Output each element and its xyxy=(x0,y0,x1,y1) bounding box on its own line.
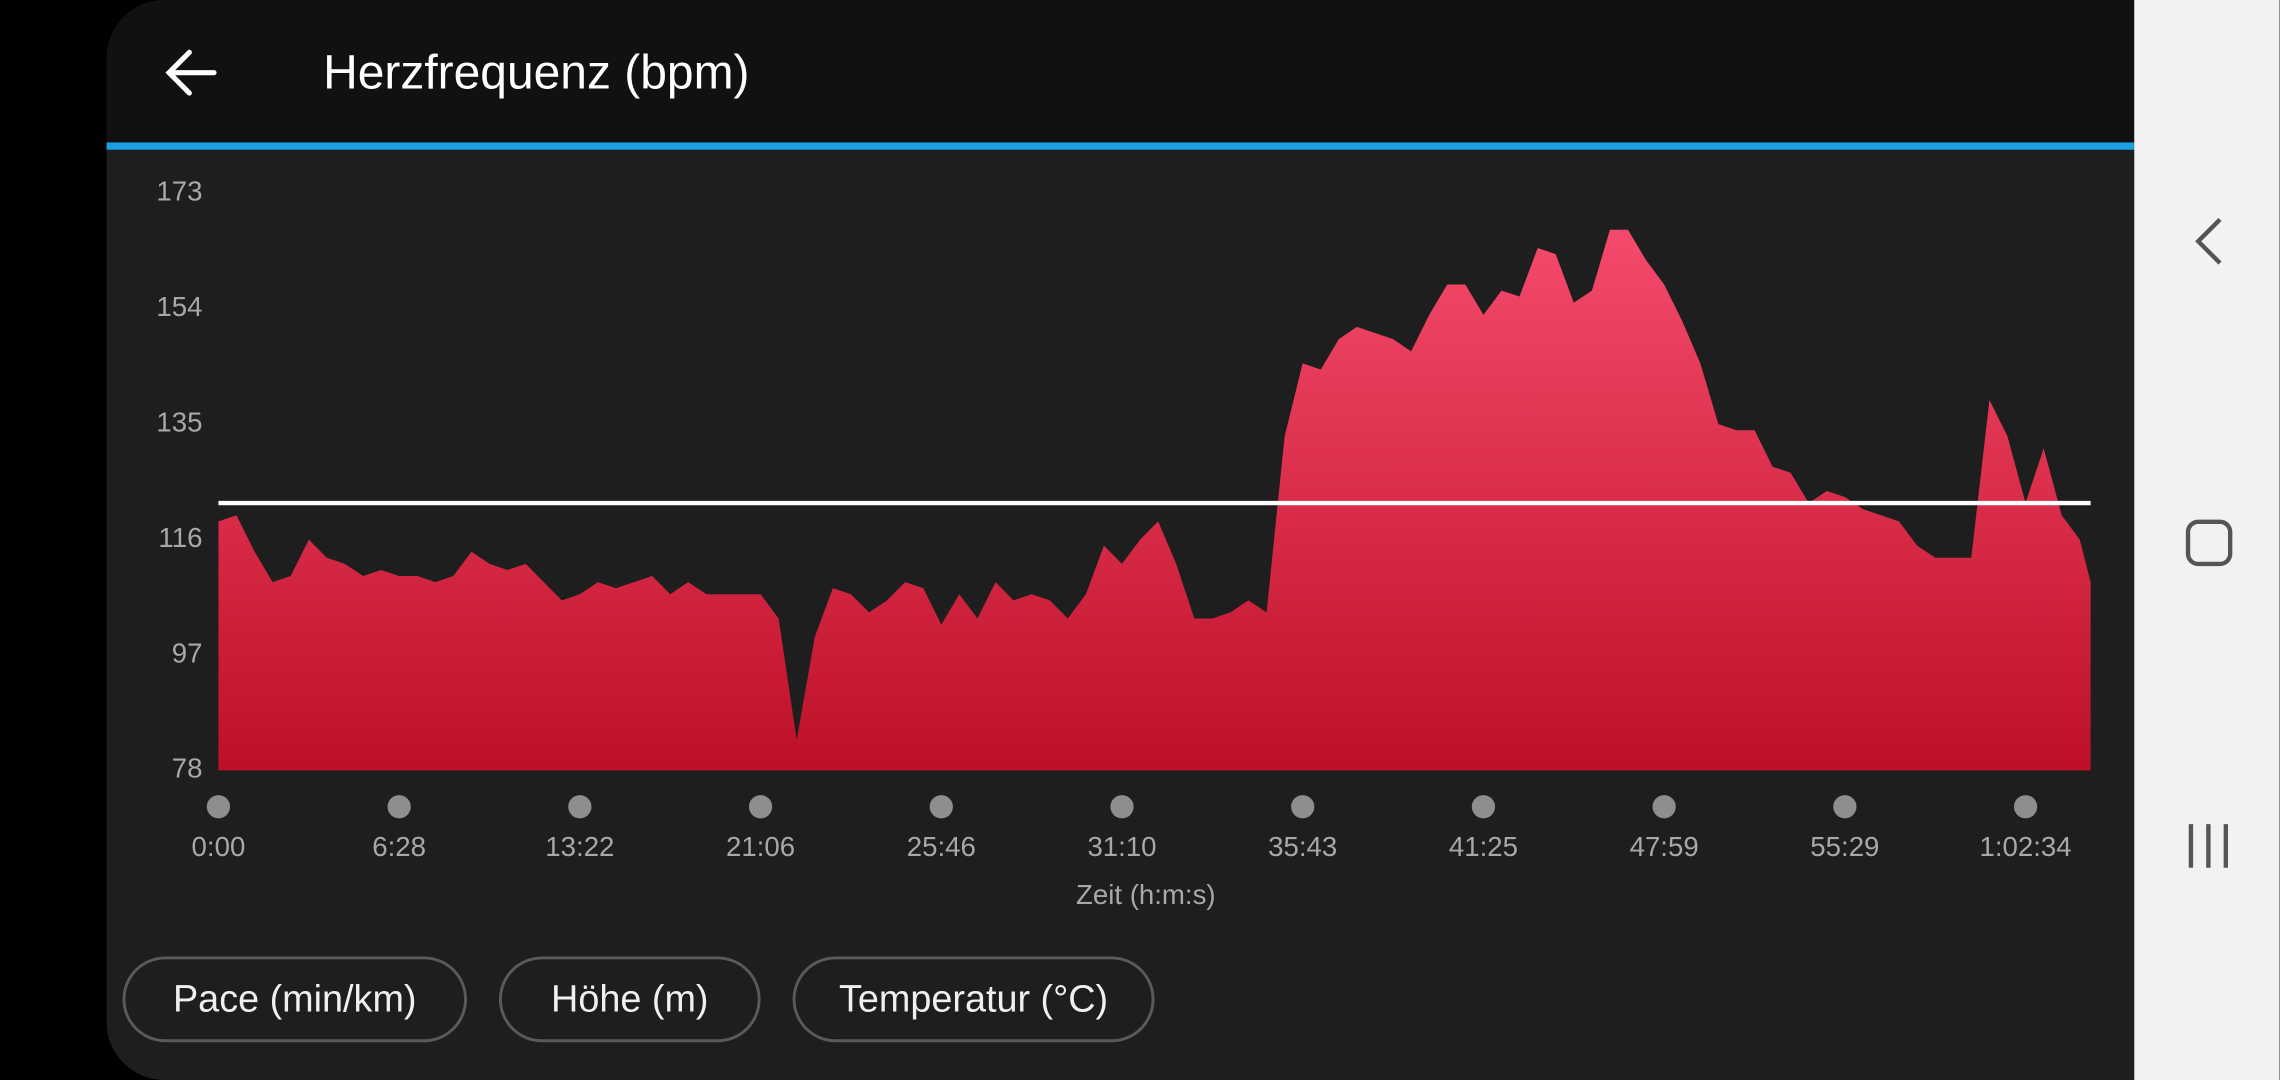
x-axis-title: Zeit (h:m:s) xyxy=(1076,879,1216,910)
x-tick-dot xyxy=(387,795,411,819)
filter-button[interactable] xyxy=(498,956,761,1043)
x-tick-dot xyxy=(748,795,773,819)
back-button[interactable] xyxy=(165,49,217,96)
y-tick-label: 135 xyxy=(156,406,202,437)
page-title: Herzfrequenz (bpm) xyxy=(323,46,749,99)
y-tick-label: 173 xyxy=(156,176,202,207)
x-tick-dot xyxy=(1110,795,1134,819)
x-tick-label: 41:25 xyxy=(1449,831,1518,862)
x-tick-dot xyxy=(2013,795,2038,819)
top-bar xyxy=(106,0,2135,146)
y-tick-label: 97 xyxy=(172,637,203,668)
filter-button-label[interactable]: Temperatur (°C) xyxy=(839,978,1108,1020)
button-row: Pace (min/km) Höhe (m) Temperatur (°C) xyxy=(122,956,1155,1043)
x-tick-dot xyxy=(1833,795,1857,819)
y-tick-label: 116 xyxy=(158,522,202,553)
x-tick-label: 31:10 xyxy=(1087,831,1156,862)
x-tick-dot xyxy=(206,795,231,819)
x-tick-dot xyxy=(568,795,592,819)
x-tick-label: 1:02:34 xyxy=(1980,831,2072,862)
x-tick-label: 55:29 xyxy=(1810,831,1879,862)
filter-button-label[interactable]: Pace (min/km) xyxy=(173,978,417,1020)
filter-button-label[interactable]: Höhe (m) xyxy=(551,978,708,1020)
x-tick-dot xyxy=(1652,795,1676,819)
nav-recents[interactable] xyxy=(2188,824,2228,868)
x-tick-label: 47:59 xyxy=(1630,831,1699,862)
x-tick-dot xyxy=(1471,795,1496,819)
x-tick-label: 35:43 xyxy=(1268,831,1337,862)
x-tick-dot xyxy=(1291,795,1315,819)
nav-home[interactable] xyxy=(2185,519,2233,567)
y-tick-label: 154 xyxy=(156,291,202,322)
filter-button[interactable] xyxy=(792,956,1155,1043)
nav-bar xyxy=(2134,0,2280,1080)
x-tick-dot xyxy=(929,795,953,819)
x-tick-label: 0:00 xyxy=(192,831,246,862)
x-tick-label: 21:06 xyxy=(726,831,795,862)
filter-button[interactable] xyxy=(122,956,467,1043)
nav-back[interactable] xyxy=(2195,217,2222,265)
x-tick-label: 25:46 xyxy=(907,831,976,862)
x-tick-label: 13:22 xyxy=(545,831,614,862)
chart: 78 97 116 135 154 173 0:00 6:28 13:22 21:06 25:46 3… xyxy=(156,176,2091,910)
x-tick-label: 6:28 xyxy=(372,831,426,862)
top-bar-accent xyxy=(106,142,2135,150)
heart-rate-area xyxy=(218,229,2091,771)
y-tick-label: 78 xyxy=(172,753,203,784)
